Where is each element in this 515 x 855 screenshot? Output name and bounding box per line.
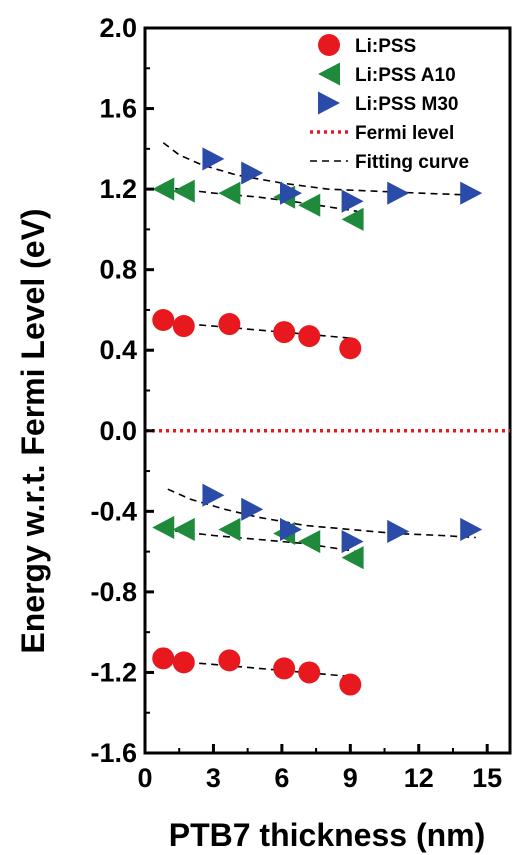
x-tick-label: 15	[472, 763, 502, 793]
legend-label-fermi-level: Fermi level	[355, 123, 454, 144]
li-pss-point	[152, 309, 175, 332]
li-pss-m30-point	[341, 529, 364, 554]
li-pss-m30-point	[341, 189, 364, 213]
li-pss-a10-point	[172, 517, 195, 542]
li-pss-m30-point	[241, 161, 264, 185]
li-pss-point	[298, 661, 321, 684]
fitting-curve	[163, 528, 358, 553]
y-tick-label: -1.2	[90, 657, 137, 687]
x-axis-title: PTB7 thickness (nm)	[169, 817, 486, 853]
li-pss-a10-point	[218, 181, 241, 205]
li-pss-a10-point	[298, 193, 321, 217]
li-pss-a10-point	[298, 529, 321, 554]
li-pss-m30-point	[241, 497, 264, 521]
y-tick-label: 0.0	[99, 416, 137, 446]
li-pss-point	[273, 657, 296, 680]
axes: -1.6 -1.2 -0.8 -0.4 0.0 0.4 0.8 1.2 1.6 2.0 0 3 6 9 12…	[90, 13, 502, 793]
legend-swatch-li-pss-m30	[318, 91, 340, 115]
legend-label-li-pss-a10: Li:PSS A10	[355, 65, 456, 86]
li-pss-point	[172, 651, 195, 674]
y-tick-label: 1.6	[99, 94, 137, 124]
li-pss-m30-point	[460, 181, 483, 205]
y-axis-title: Energy w.r.t. Fermi Level (eV)	[15, 208, 51, 653]
fitting-curve	[163, 186, 358, 213]
plot-border	[143, 26, 512, 755]
li-pss-point	[218, 649, 241, 672]
y-tick-label: -0.8	[90, 577, 137, 607]
y-tick-label: 0.4	[99, 335, 137, 365]
legend-label-fitting-curve: Fitting curve	[355, 152, 469, 173]
li-pss-a10-point	[152, 177, 175, 201]
li-pss-m30-point	[202, 147, 225, 171]
li-pss-a10-point	[172, 179, 195, 203]
data-markers	[152, 147, 483, 696]
y-tick-label: -0.4	[90, 496, 137, 526]
li-pss-m30-point	[460, 517, 483, 542]
plot-area	[143, 26, 512, 755]
y-tick-label: -1.6	[90, 738, 137, 768]
li-pss-point	[273, 321, 296, 344]
fitting-curve	[167, 488, 476, 539]
li-pss-a10-point	[152, 515, 175, 539]
x-tick-label: 3	[206, 763, 221, 793]
li-pss-point	[172, 315, 195, 338]
x-tick-label: 6	[274, 763, 289, 793]
li-pss-point	[339, 673, 362, 696]
y-tick-label: 1.2	[99, 174, 137, 204]
x-tick-label: 0	[137, 763, 152, 793]
li-pss-m30-point	[387, 181, 410, 205]
li-pss-point	[298, 325, 321, 348]
legend: Li:PSS Li:PSS A10 Li:PSS M30 Fermi level Fit…	[310, 34, 469, 173]
legend-swatch-li-pss-a10	[318, 62, 340, 86]
legend-swatch-li-pss	[318, 34, 340, 56]
legend-label-li-pss: Li:PSS	[355, 36, 416, 57]
x-tick-label: 9	[343, 763, 358, 793]
li-pss-a10-point	[341, 546, 364, 570]
li-pss-m30-point	[387, 519, 410, 544]
y-tick-label: 2.0	[99, 13, 137, 43]
li-pss-m30-point	[280, 181, 302, 205]
li-pss-m30-point	[202, 483, 225, 507]
li-pss-a10-point	[218, 517, 241, 542]
li-pss-a10-point	[341, 207, 364, 231]
li-pss-point	[339, 337, 362, 360]
legend-label-li-pss-m30: Li:PSS M30	[355, 94, 458, 115]
y-tick-label: 0.8	[99, 255, 137, 285]
li-pss-m30-point	[280, 517, 302, 542]
li-pss-point	[152, 647, 175, 670]
fitting-curves	[162, 142, 476, 678]
li-pss-point	[218, 313, 241, 336]
x-tick-label: 12	[404, 763, 434, 793]
